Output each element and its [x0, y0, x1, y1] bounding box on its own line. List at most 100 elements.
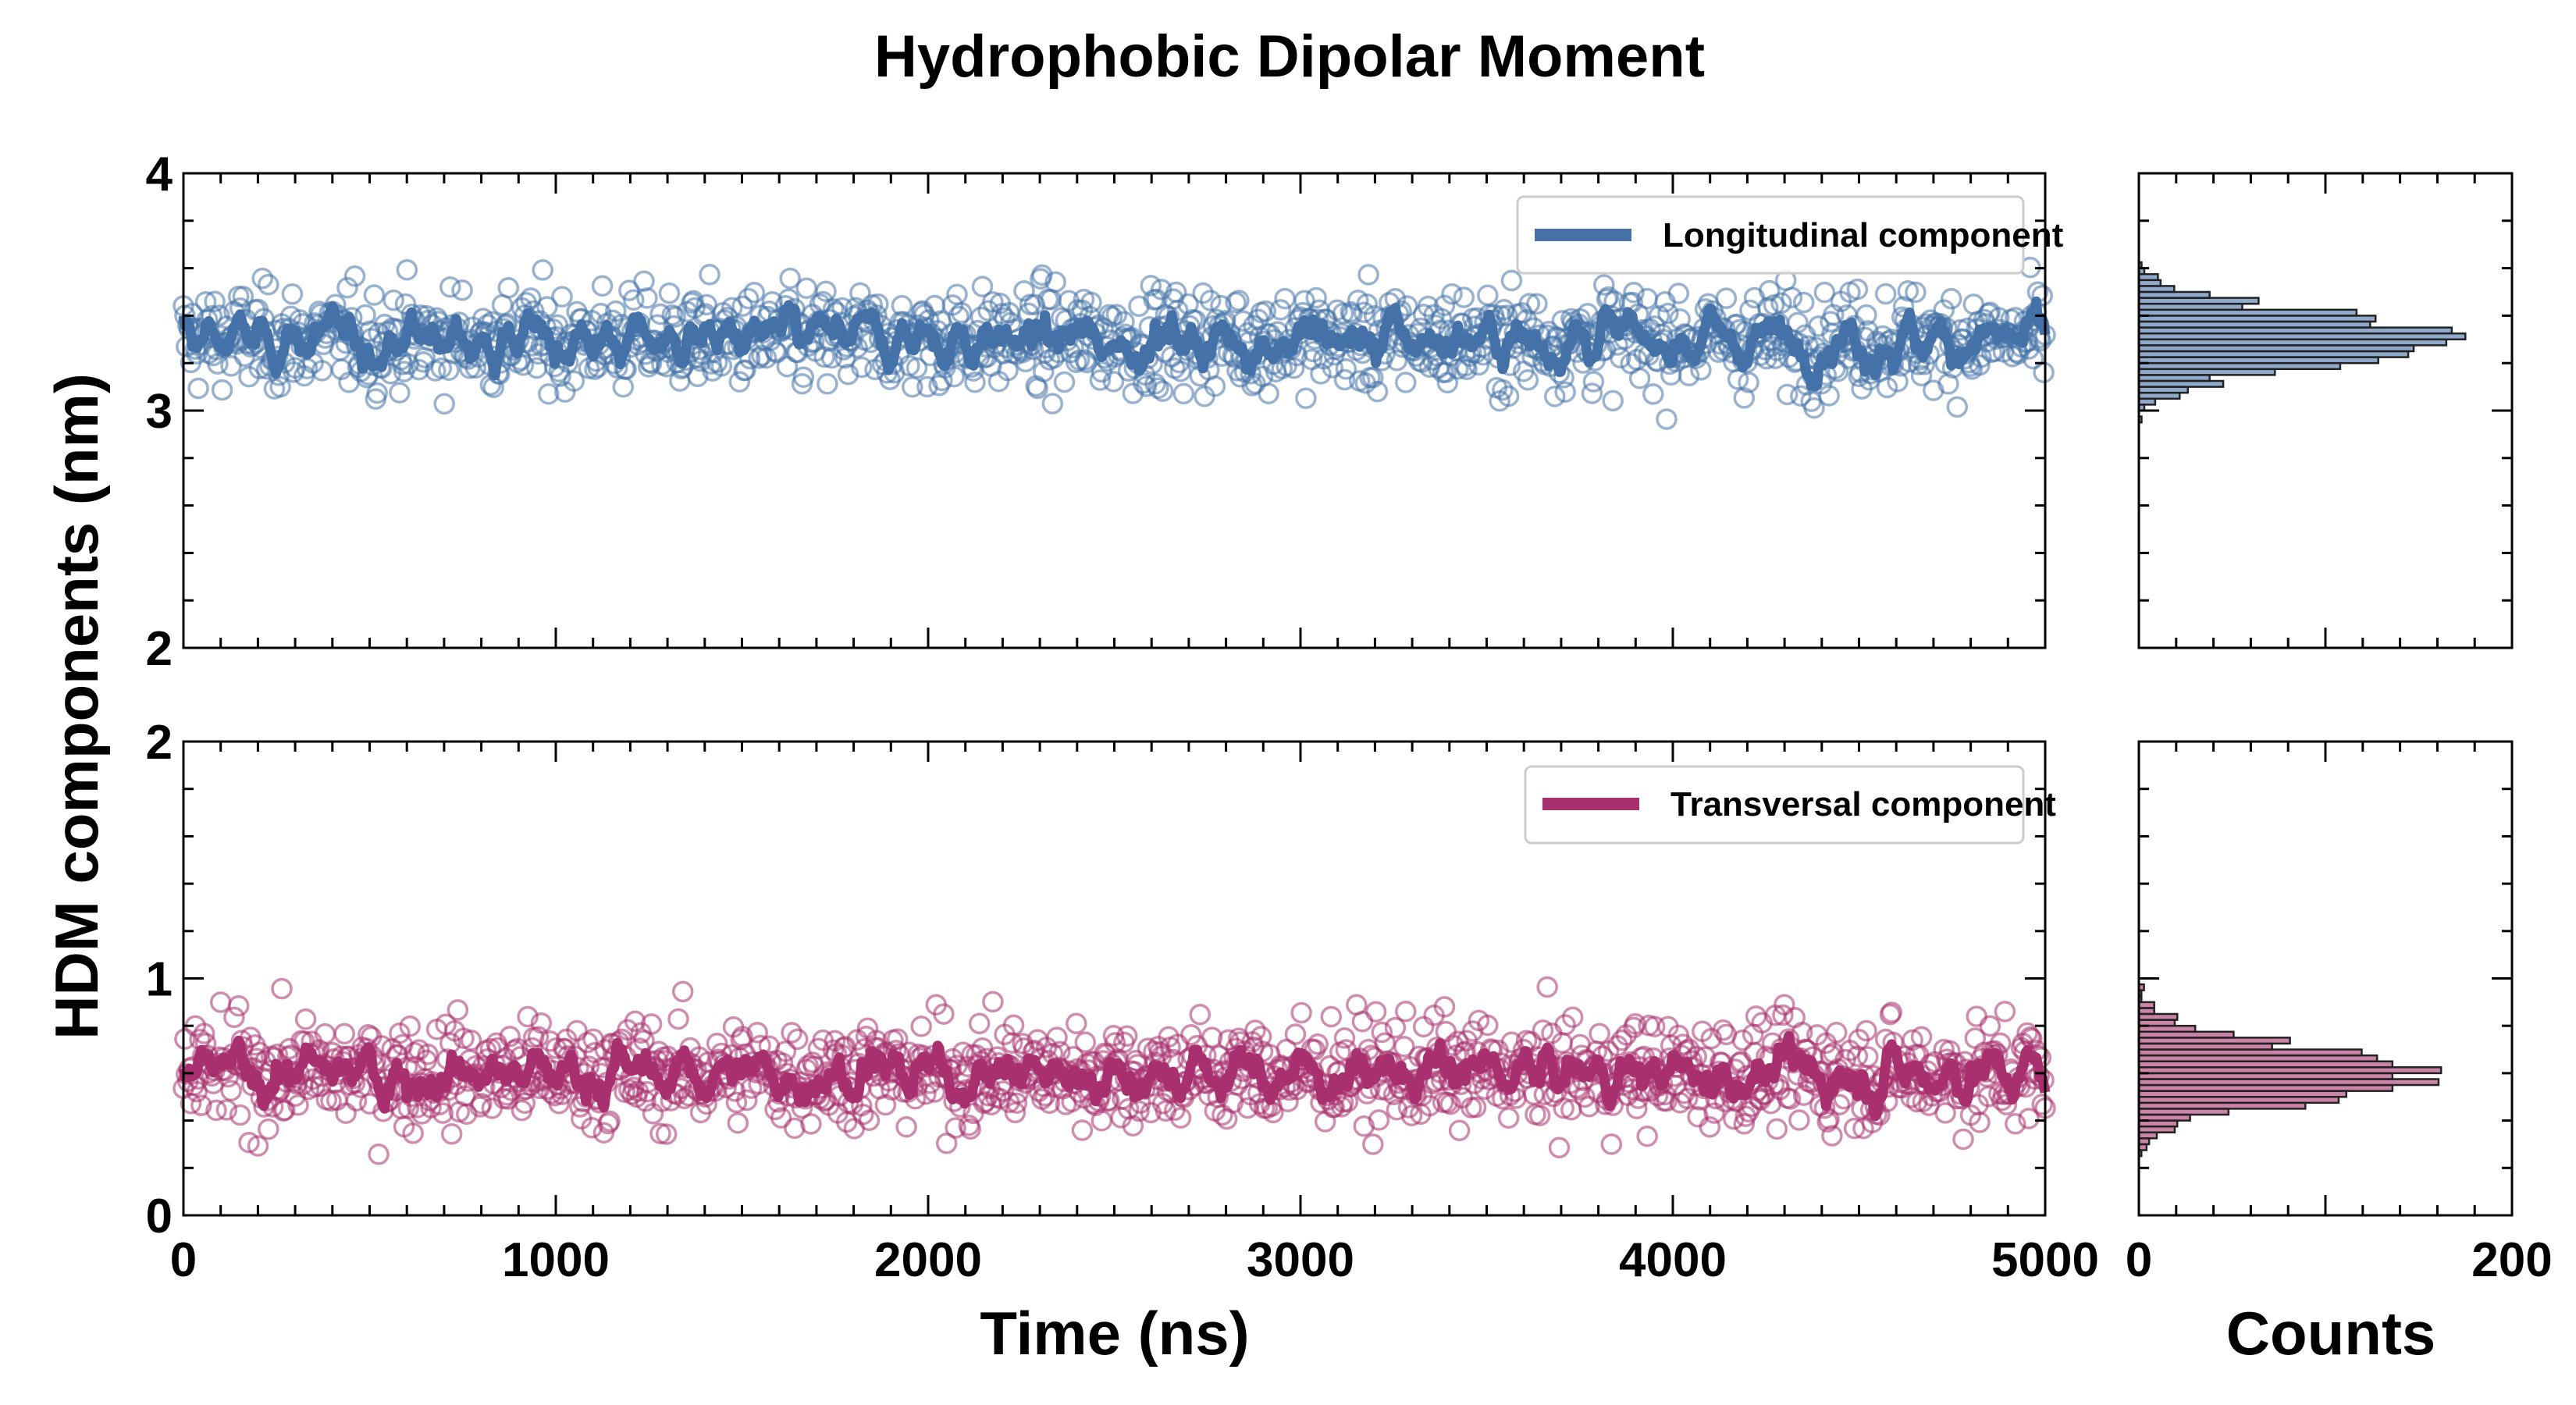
data-point [432, 1102, 454, 1124]
data-point [2033, 361, 2055, 383]
data-point [204, 290, 226, 312]
data-point [968, 1012, 991, 1035]
data-point [1994, 1001, 2016, 1023]
data-point [1733, 387, 1756, 409]
data-point [1307, 1033, 1329, 1055]
data-point [591, 275, 614, 297]
data-point [1966, 1005, 1987, 1027]
data-point [1656, 408, 1678, 430]
data-point [1628, 367, 1651, 389]
data-point [220, 355, 242, 377]
data-point [1269, 299, 1292, 321]
data-point [915, 1083, 937, 1105]
data-point [208, 304, 230, 326]
data-point [499, 1026, 521, 1048]
x-tick-label: 2000 [874, 1233, 982, 1287]
top-running-average [178, 296, 2051, 392]
data-point [1518, 293, 1541, 315]
data-point [1395, 372, 1417, 393]
data-point [1290, 1001, 1312, 1024]
data-point [1180, 1024, 1202, 1046]
data-point [1295, 387, 1317, 410]
data-point [389, 382, 411, 404]
data-point [1876, 376, 1898, 399]
data-point [1258, 382, 1279, 404]
x-tick-label: 5000 [1991, 1233, 2099, 1287]
data-point [1582, 371, 1605, 393]
data-point [649, 303, 671, 325]
data-point [1874, 283, 1897, 305]
data-point [1581, 382, 1603, 404]
data-point [699, 264, 720, 286]
data-point [774, 1040, 797, 1062]
data-point [792, 366, 815, 388]
data-point [1593, 274, 1615, 296]
data-point [1225, 291, 1247, 314]
data-point [1536, 976, 1558, 998]
panel-top: 2 3 4 Longitudinal component [146, 148, 2064, 676]
data-point [959, 1118, 981, 1140]
data-point [1066, 1012, 1087, 1035]
x-tick-label: 3000 [1247, 1233, 1354, 1287]
data-point [1362, 367, 1384, 389]
data-point [190, 1094, 212, 1116]
data-point [238, 1131, 260, 1154]
data-point [1395, 1000, 1417, 1023]
data-point [612, 375, 635, 398]
data-point [800, 1113, 822, 1135]
data-point [1952, 1128, 1974, 1151]
data-point [1477, 284, 1499, 307]
data-point [1333, 368, 1356, 391]
data-point [1080, 291, 1102, 314]
data-point [1497, 1107, 1520, 1129]
data-point [232, 286, 254, 308]
data-point [497, 276, 520, 299]
data-point [1046, 1026, 1068, 1048]
data-point [1144, 372, 1166, 395]
data-point [817, 373, 838, 395]
data-point [1071, 1119, 1094, 1141]
data-point [271, 977, 293, 1000]
data-point [1166, 299, 1189, 322]
data-point [795, 277, 817, 299]
data-point [1436, 372, 1459, 394]
data-point [906, 357, 928, 379]
data-point [743, 281, 766, 304]
data-point [1453, 286, 1475, 308]
data-point [1147, 377, 1169, 400]
data-point [1041, 393, 1064, 414]
data-point [402, 1122, 424, 1144]
data-point [1636, 1125, 1658, 1147]
data-point [187, 377, 209, 400]
data-point [186, 1080, 208, 1103]
data-point [227, 994, 250, 1017]
data-point [1115, 1025, 1138, 1048]
data-point [1320, 1005, 1343, 1028]
data-point [1623, 281, 1645, 304]
data-point [1790, 385, 1812, 407]
data-point [551, 286, 573, 308]
data-point [1169, 1107, 1192, 1129]
data-point [287, 1094, 309, 1116]
data-point [1856, 304, 1877, 326]
data-point [223, 1006, 245, 1029]
data-point [1758, 279, 1781, 302]
data-point [1305, 286, 1327, 309]
data-point [1102, 371, 1125, 393]
data-point [849, 282, 871, 304]
data-point [1425, 314, 1446, 336]
data-point [1897, 280, 1920, 302]
data-point [725, 1091, 748, 1114]
data-point [923, 1081, 946, 1103]
data-point [851, 356, 873, 379]
data-point [624, 1010, 646, 1033]
data-point [931, 369, 953, 392]
data-point [439, 276, 461, 298]
data-point [858, 1109, 881, 1132]
data-point [274, 1099, 296, 1121]
data-point [658, 282, 681, 304]
panel-bottom: 0 1 2 0 1000 2000 3000 4000 5000 Transversal com… [146, 716, 2099, 1287]
data-point [636, 1080, 658, 1103]
data-point [633, 270, 655, 292]
data-point [710, 355, 733, 377]
